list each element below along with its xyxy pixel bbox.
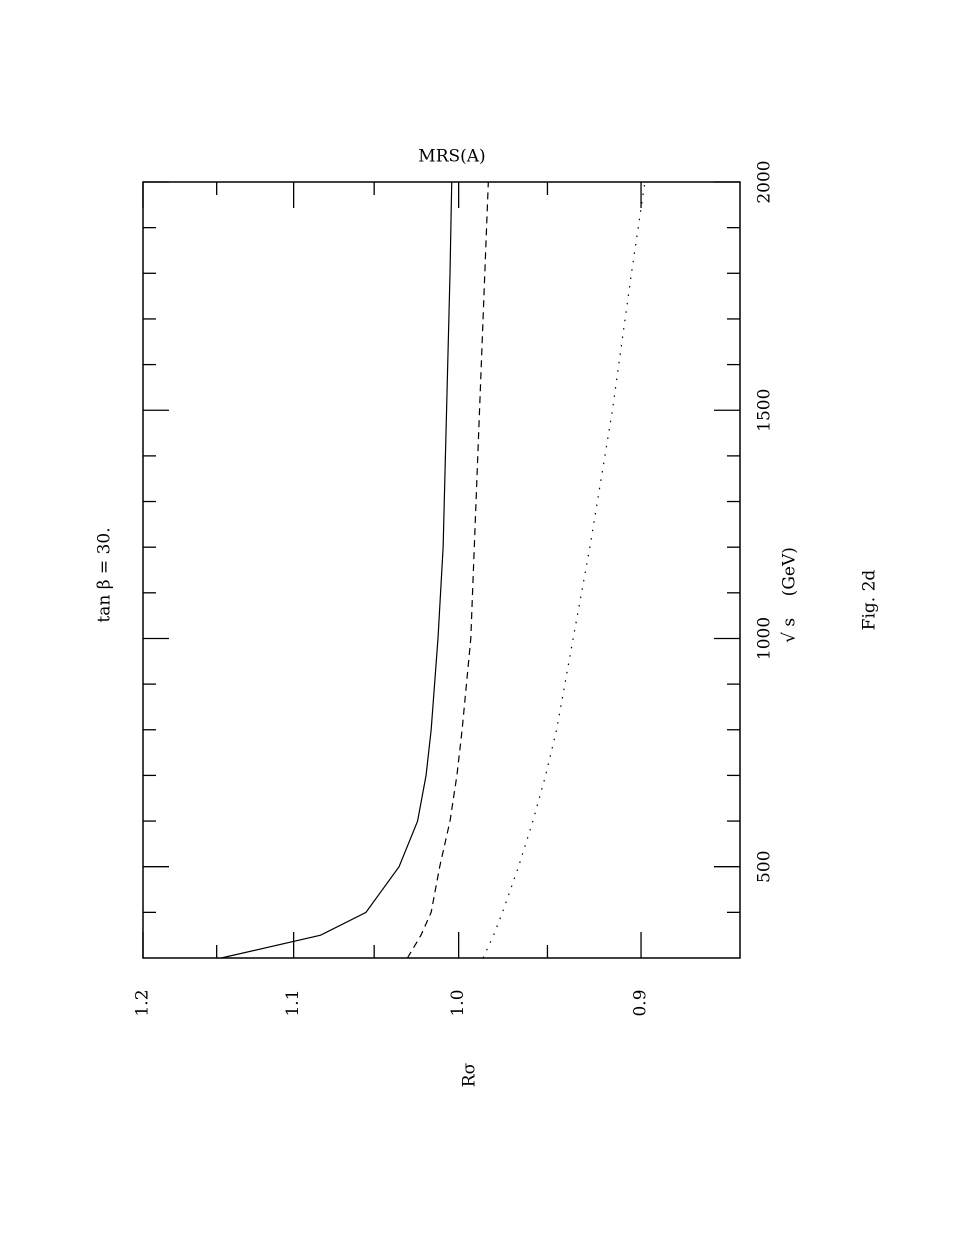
x-tick-label: 1500 — [755, 389, 775, 432]
x-tick-label: 1000 — [755, 617, 775, 660]
data-line — [221, 181, 453, 959]
y-tick-label: 1.1 — [283, 989, 303, 1016]
caption: Fig. 2d — [860, 570, 880, 631]
data-line — [482, 181, 646, 959]
x-tick-label: 500 — [755, 850, 775, 882]
y-axis-label: Rσ — [460, 1062, 480, 1087]
annotation: tan β = 30. — [95, 527, 115, 622]
y-tick-label: 1.0 — [448, 989, 468, 1016]
data-line — [406, 181, 489, 959]
x-axis-label: √ s (GeV) — [780, 547, 800, 643]
x-tick-label: 2000 — [755, 160, 775, 203]
y-tick-label: 0.9 — [631, 989, 651, 1016]
plot-frame — [142, 181, 741, 959]
chart-title: MRS(A) — [418, 147, 485, 167]
y-tick-label: 1.2 — [133, 989, 153, 1016]
